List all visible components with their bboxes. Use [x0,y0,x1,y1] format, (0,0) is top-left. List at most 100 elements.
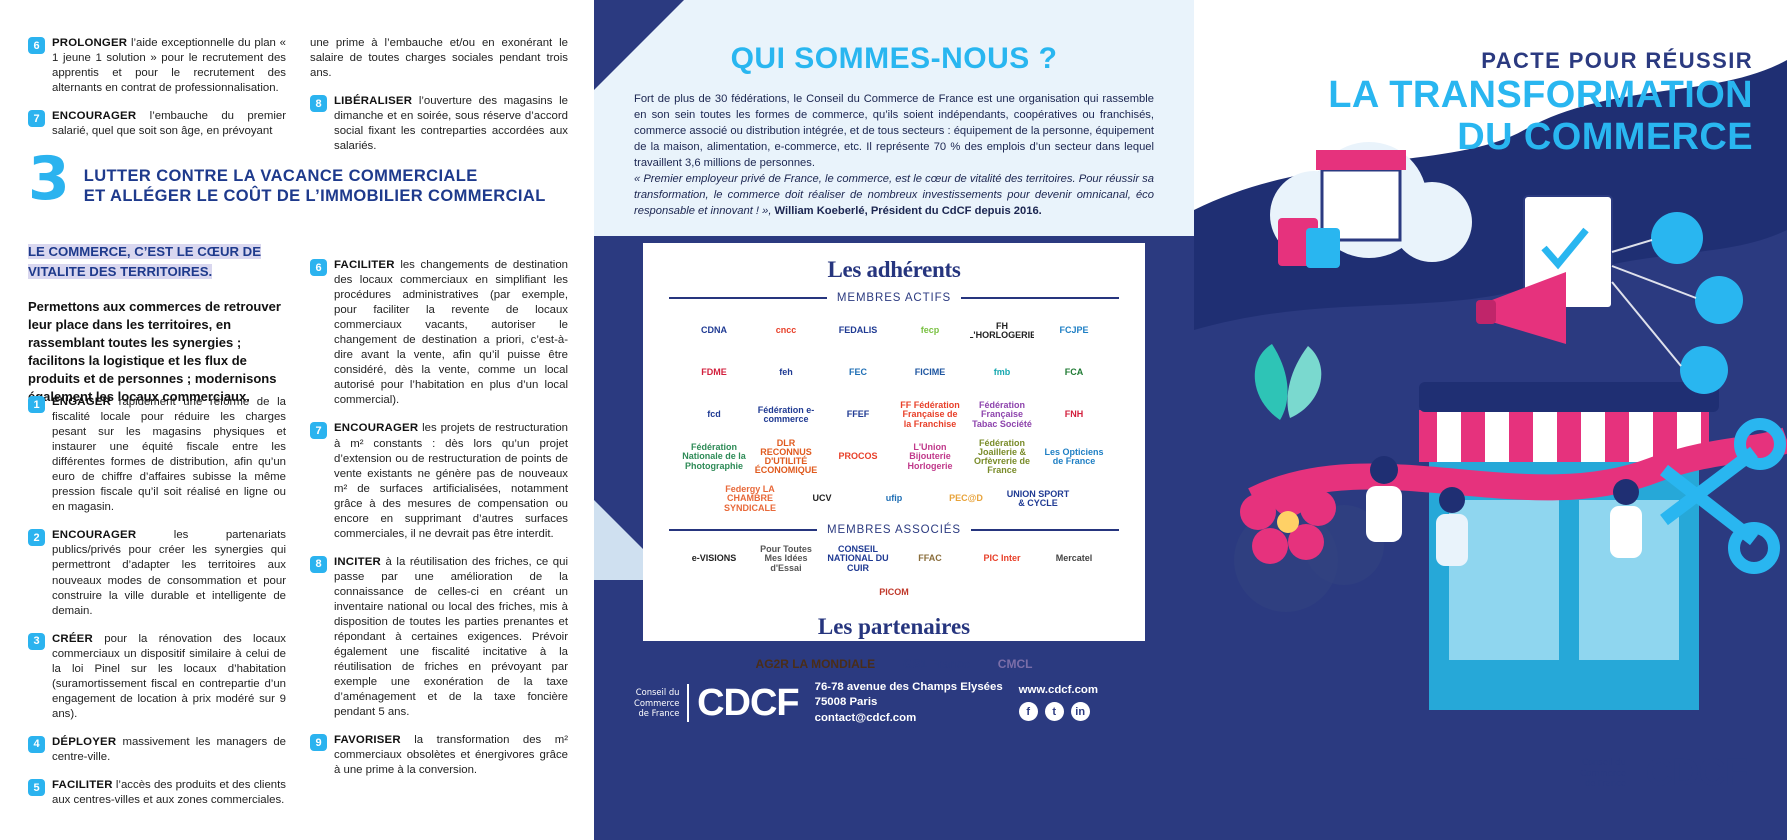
member-logo: cncc [775,325,797,336]
proposals-list-left: 1 ENGAGER rapidement une réforme de la f… [28,395,286,821]
member-logo: L'Union Bijouterie Horlogerie [907,442,953,471]
item-number-badge: 1 [28,396,45,413]
section-title-line2: ET ALLÉGER LE COÛT DE L’IMMOBILIER COMME… [83,187,546,206]
member-logo: PROCOS [838,451,878,462]
divider-membres-actifs: MEMBRES ACTIFS [669,292,1120,304]
right-title-block: PACTE POUR RÉUSSIR LA TRANSFORMATION DU … [1328,48,1753,157]
member-logo: feh [779,367,793,378]
item-number-badge: 8 [310,555,327,573]
center-footer: Conseil du Commerce de France CDCF 76-78 a… [634,680,1154,726]
item-lead: ENGAGER [52,396,111,408]
right-title-small: PACTE POUR RÉUSSIR [1481,48,1753,73]
illustration-background [1194,0,1787,840]
item-text: ENCOURAGER les projets de restructuratio… [334,421,568,541]
item-text: ENGAGER rapidement une réforme de la fis… [52,395,286,515]
corner-accent-top-left [594,0,684,90]
member-logo: GS1 France [903,656,970,671]
cdcf-logo-subtitle-line: Conseil du [635,687,680,698]
divider-line [669,529,818,531]
member-logo: Mercatel [1055,553,1093,564]
cdcf-logo-subtitle: Conseil du Commerce de France [634,687,679,719]
member-logo: UNION SPORT & CYCLE [1006,488,1070,508]
partenaires-heading: Les partenaires [817,614,971,639]
item-number-badge: 5 [28,779,45,797]
list-item: 7 ENCOURAGER l’embauche du premier salar… [28,109,286,139]
website-link[interactable]: www.cdcf.com [1018,684,1098,697]
proposals-list-right: 6 FACILITER les changements de destinati… [310,258,568,792]
address-email[interactable]: contact@cdcf.com [814,711,917,724]
item-number-badge: 6 [310,259,327,276]
item-body: les partenariats publics/privés pour cré… [52,529,286,617]
item-number-badge: 7 [28,110,45,128]
right-cdcf-logo: Conseil du Commerce de France CDCF [1580,754,1748,792]
right-title-line1: LA TRANSFORMATION [1328,74,1753,116]
social-links: f t in [1018,702,1098,722]
item-number-badge: 6 [28,37,45,54]
list-item: 9 FAVORISER la transformation des m² com… [310,733,568,778]
adherents-heading: Les adhérents [827,257,961,282]
logo-grid-membres-associes: e-VISIONS Pour Toutes Mes Idées d'Essai CO… [643,536,1145,608]
section-title-line1: LUTTER CONTRE LA VACANCE COMMERCIALE [83,167,478,185]
member-logo: PEC@D [949,493,983,504]
item-text: ENCOURAGER les partenariats publics/priv… [52,528,286,618]
list-item: 3 CRÉER pour la rénovation des locaux co… [28,632,286,722]
item-lead: PROLONGER [52,37,128,49]
list-item: 5 FACILITER l’accès des produits et des … [28,778,286,808]
item-number-badge: 4 [28,735,45,753]
center-panel: QUI SOMMES-NOUS ? Fort de plus de 30 féd… [594,0,1194,840]
member-logo: UCV [812,493,832,504]
member-logo: fecp [920,325,940,336]
item-text: LIBÉRALISER l’ouverture des magasins le … [334,94,568,154]
member-logo: FEC [849,367,867,378]
cdcf-logo-subtitle: Conseil du Commerce de France [1580,757,1625,789]
member-logo: FICIME [914,367,946,378]
item-body: l’ouverture des magasins le dimanche et … [334,95,568,153]
list-item: 8 INCITER à la réutilisation des friches… [310,555,568,721]
list-item: 8 LIBÉRALISER l’ouverture des magasins l… [310,94,568,154]
item-text: FACILITER l’accès des produits et des cl… [52,778,286,808]
item-lead: FACILITER [52,779,113,792]
member-logo: fmb [993,367,1011,378]
item-lead: ENCOURAGER [52,529,137,542]
center-quote: « Premier employeur privé de France, le … [634,172,1154,220]
address-line-2: 75008 Paris [814,696,878,709]
member-logo: Fédération Joaillerie & Orfèvrerie de Fr… [973,438,1031,476]
divider-membres-associes: MEMBRES ASSOCIÉS [669,524,1119,536]
facebook-icon[interactable]: f [1018,702,1038,722]
logo-grid-partenaires: AG2R LA MONDIALE GS1 France CMCL [643,640,1145,684]
item-text: FACILITER les changements de destination… [334,258,568,408]
twitter-icon[interactable]: t [1044,702,1064,722]
member-logo: FH L'HORLOGERIE [970,320,1034,340]
member-logo: DLR RECONNUS D'UTILITÉ ÉCONOMIQUE [754,438,818,476]
item-body: les projets de restructuration à m² cons… [334,422,568,540]
member-logo: Fédération e-commerce [757,404,815,424]
highlight-text: LE COMMERCE, C’EST LE CŒUR DE VITALITE D… [28,244,261,280]
address-line-1: 76-78 avenue des Champs Elysées [814,681,1003,693]
cdcf-logo-subtitle-line: Conseil du [1582,757,1626,768]
cdcf-logo-subtitle-line: de France [1584,778,1626,789]
divider-line [961,297,1120,299]
list-item: 6 PROLONGER l’aide exceptionnelle du pla… [28,36,286,96]
center-body: Fort de plus de 30 fédérations, le Conse… [634,93,1154,169]
item-text: CRÉER pour la rénovation des locaux comm… [52,632,286,722]
section-number: 3 [28,144,70,214]
quote-author: William Koeberlé, Président du CdCF depu… [771,204,1042,217]
item-number-badge: 2 [28,529,45,547]
item-body: à la réutilisation des friches, ce qui p… [334,555,568,719]
left-panel: 6 PROLONGER l’aide exceptionnelle du pla… [0,0,594,840]
item-number-badge: 8 [310,95,327,113]
item-body: massivement les managers de centre-ville… [52,735,286,763]
lead-paragraph: Permettons aux commerces de retrouver le… [28,299,281,404]
linkedin-icon[interactable]: in [1070,702,1090,722]
member-logo: ufip [885,493,903,504]
list-item: 2 ENCOURAGER les partenariats publics/pr… [28,528,286,618]
cdcf-logo-wordmark: CDCF [697,681,800,724]
item-number-badge: 3 [28,632,45,650]
member-logo: FDME [701,367,727,378]
item-lead: FACILITER [334,259,395,271]
item-lead: LIBÉRALISER [334,95,413,108]
item-body: rapidement une réforme de la fiscalité l… [52,396,286,514]
member-logo: CDNA [701,325,727,336]
member-logo: CMCL [997,656,1033,671]
